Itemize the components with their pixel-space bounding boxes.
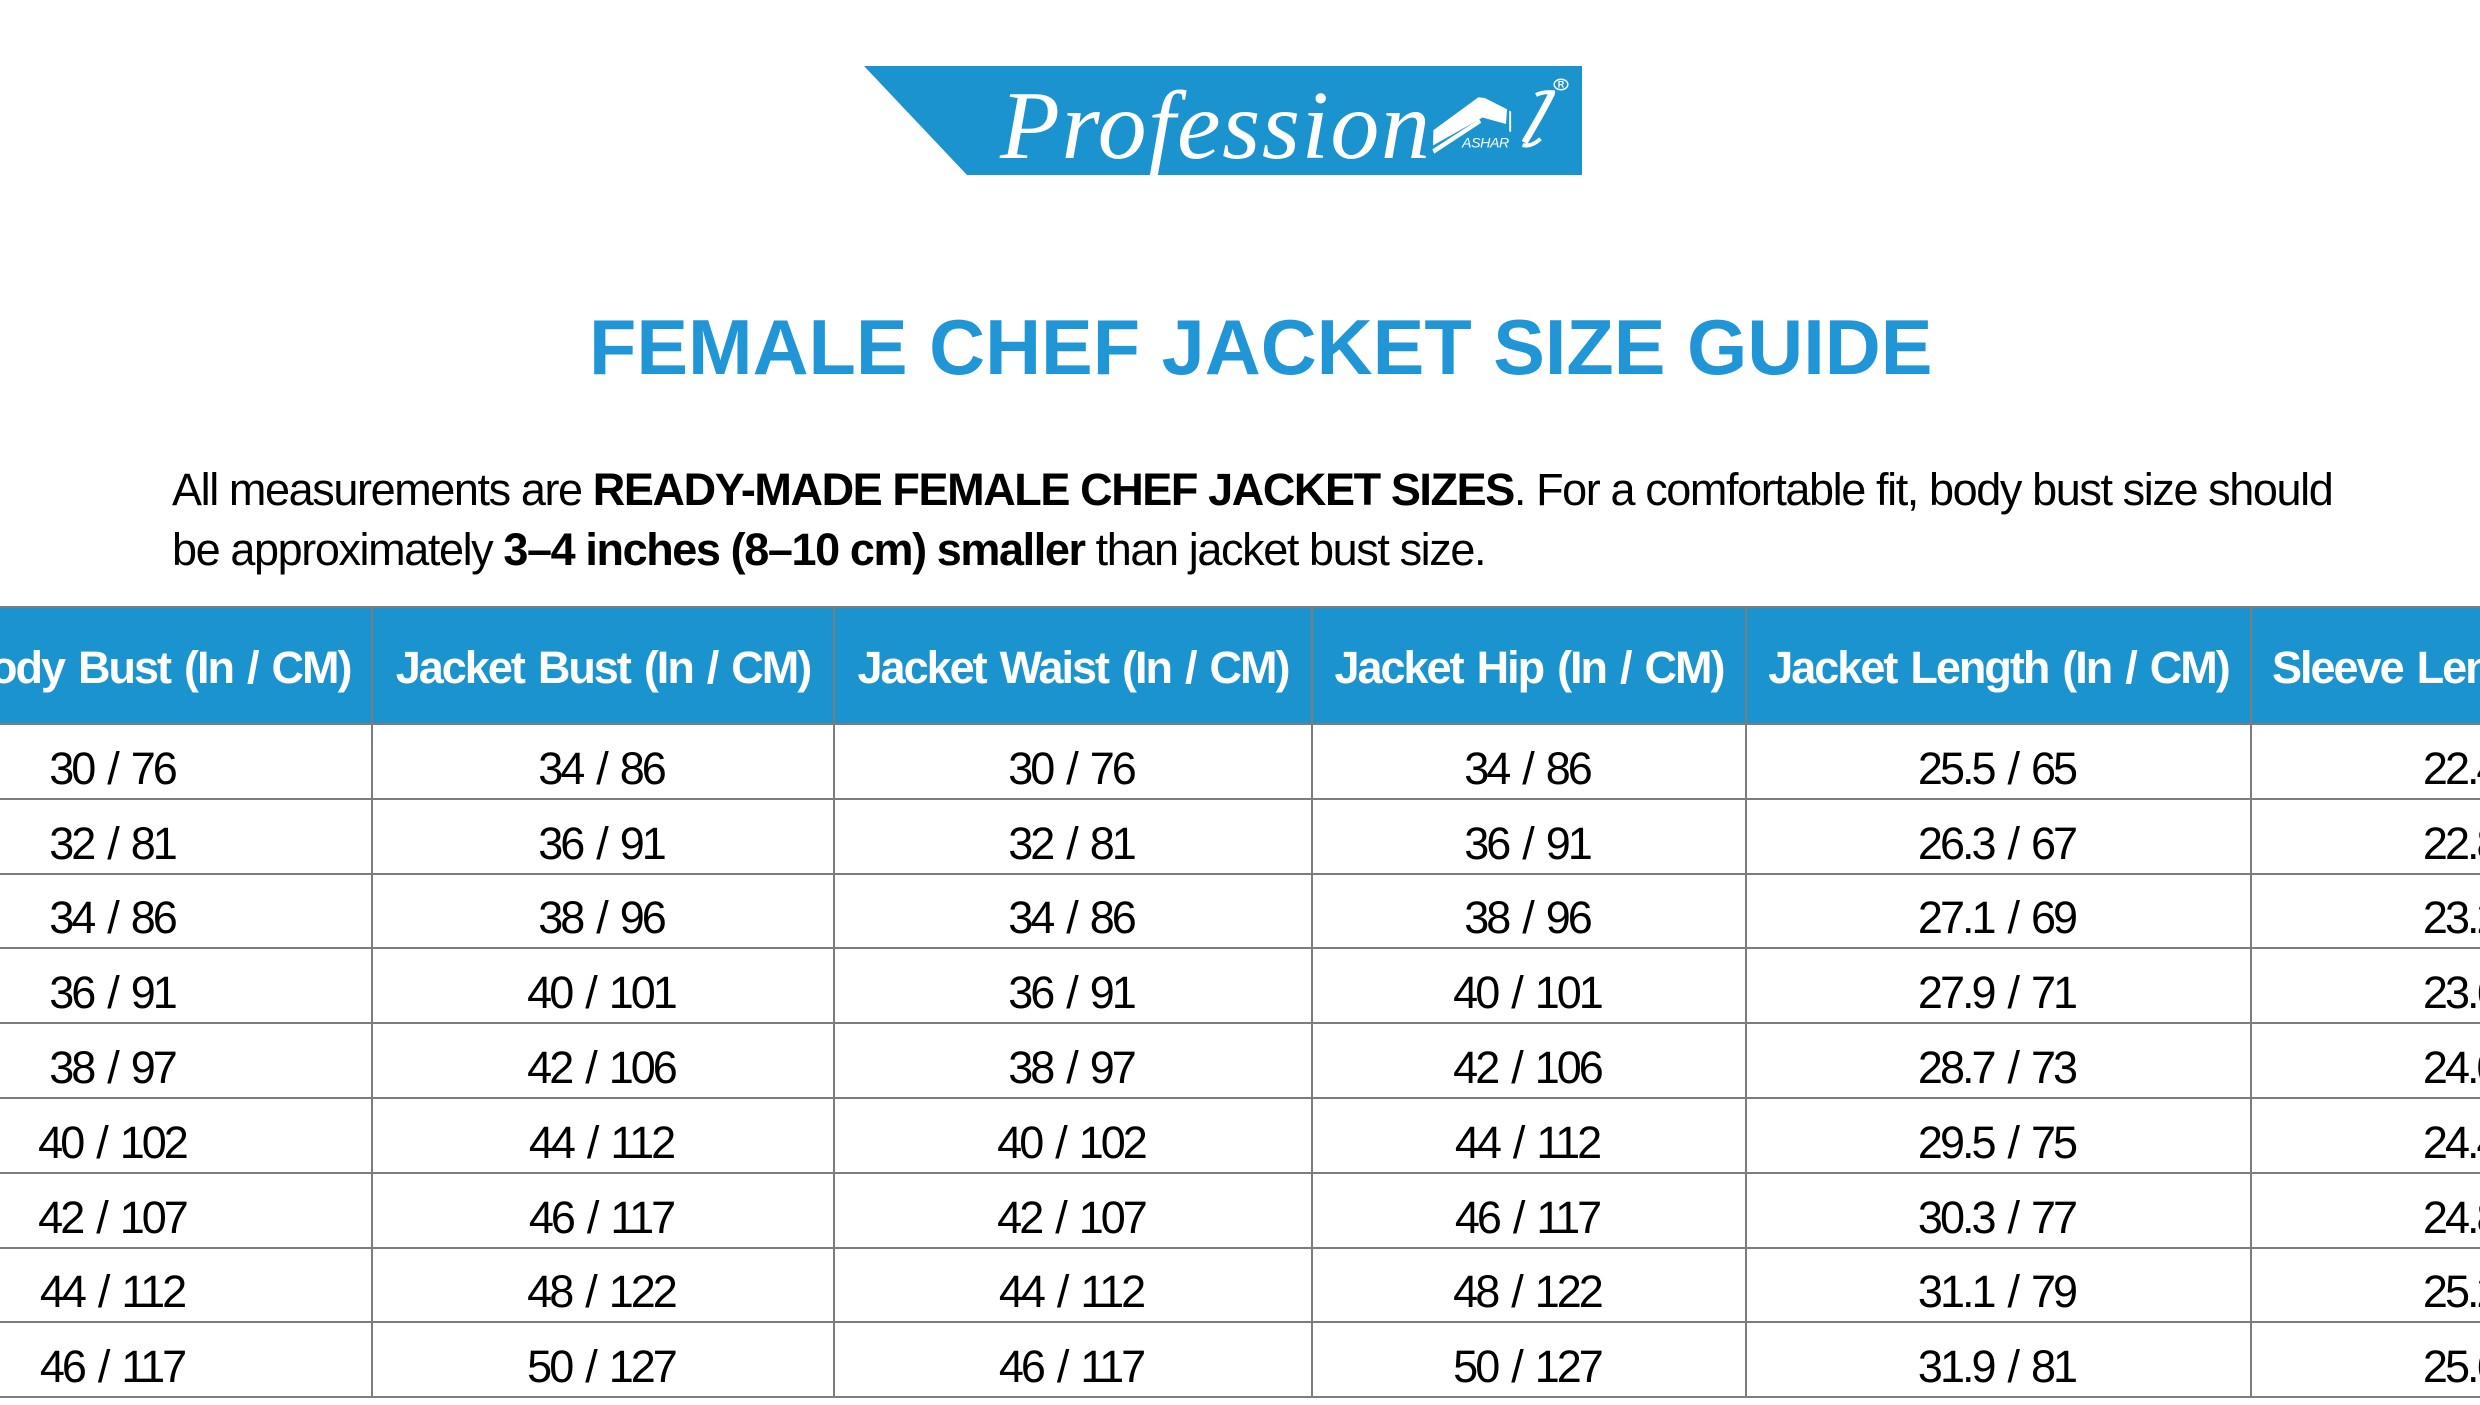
- svg-text:ASHAR: ASHAR: [1461, 136, 1509, 152]
- svg-text:Profession: Profession: [999, 72, 1432, 176]
- svg-text:R: R: [1558, 80, 1565, 90]
